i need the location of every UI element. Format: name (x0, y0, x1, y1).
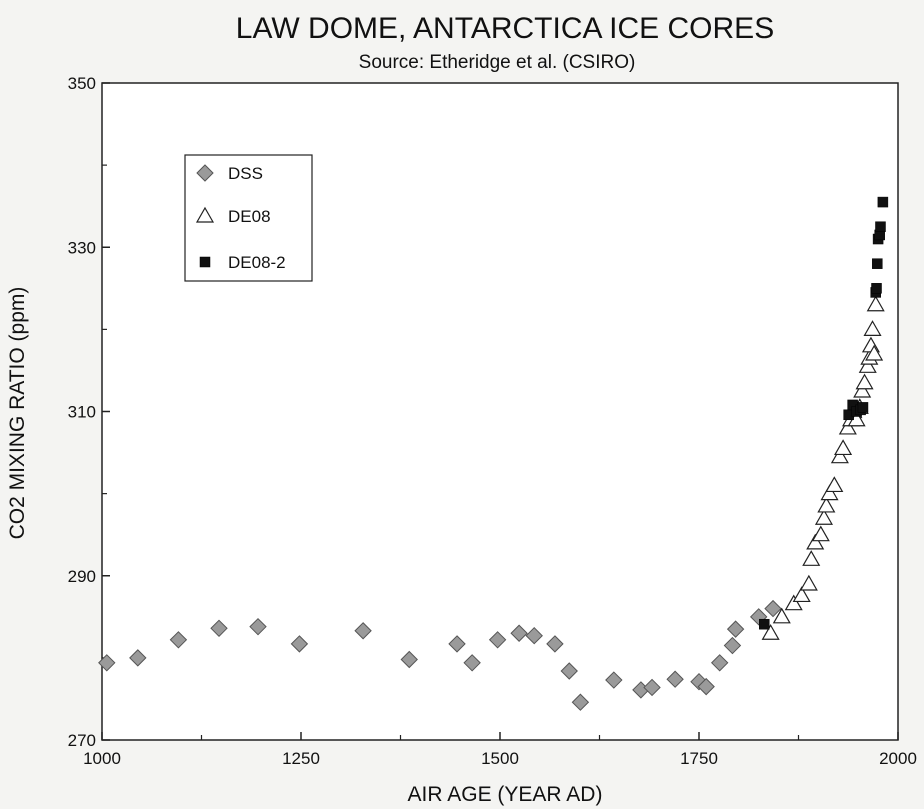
x-tick-label: 1500 (481, 749, 519, 768)
axis-ticks: 1000 1250 1500 1750 2000 270 290 310 330 350 (68, 74, 917, 768)
data-point-de08-2 (875, 221, 886, 232)
data-point-de08 (866, 295, 885, 312)
data-point-de08-2 (857, 402, 869, 413)
y-tick-label: 270 (68, 731, 96, 750)
data-point-de08 (814, 509, 834, 525)
data-point-dss (98, 654, 116, 672)
y-tick-label: 290 (68, 567, 96, 586)
data-point-dss (571, 693, 590, 711)
data-point-de08 (817, 496, 836, 513)
data-point-dss (643, 678, 661, 697)
y-tick-label: 310 (68, 403, 96, 422)
data-point-dss (463, 654, 481, 672)
data-point-de08 (830, 447, 849, 464)
data-point-de08 (784, 594, 803, 611)
data-point-de08 (799, 574, 818, 591)
data-point-dss (448, 635, 466, 653)
data-point-dss (605, 671, 623, 689)
data-point-dss (710, 654, 729, 672)
x-tick-label: 2000 (879, 749, 917, 768)
data-point-de08 (802, 550, 821, 566)
data-point-dss (546, 635, 564, 653)
data-point-de08 (834, 439, 853, 456)
data-point-de08 (853, 381, 872, 398)
legend-marker-de08 (195, 206, 215, 223)
data-point-de08-2 (877, 196, 889, 208)
data-point-de08-2 (872, 258, 883, 269)
data-point-de08 (865, 344, 884, 361)
legend-marker-dss (196, 164, 214, 182)
y-tick-label: 350 (68, 74, 96, 93)
data-point-de08 (761, 624, 780, 640)
data-point-de08 (772, 607, 791, 624)
x-tick-label: 1750 (680, 749, 718, 768)
data-point-dss (400, 650, 418, 669)
data-point-dss (723, 636, 742, 655)
data-point-dss (169, 631, 188, 649)
data-point-dss (354, 622, 372, 640)
x-axis-label: AIR AGE (YEAR AD) (408, 783, 603, 806)
data-point-dss (129, 649, 147, 667)
data-point-de08 (858, 357, 877, 373)
y-tick-label: 330 (68, 238, 96, 257)
chart-subtitle: Source: Etheridge et al. (CSIRO) (359, 52, 636, 73)
chart-title: LAW DOME, ANTARCTICA ICE CORES (236, 12, 774, 45)
data-point-de08 (792, 586, 811, 603)
legend: DSS DE08 DE08-2 (184, 154, 313, 282)
data-point-de08 (806, 533, 825, 550)
data-point-de08-2 (871, 283, 882, 294)
data-point-de08 (811, 525, 830, 542)
x-tick-label: 1000 (83, 749, 121, 768)
data-point-dss (210, 619, 228, 638)
data-point-de08 (855, 373, 874, 390)
data-point-de08-2 (759, 618, 770, 630)
data-point-de08 (863, 320, 882, 336)
data-point-dss (488, 631, 507, 649)
data-point-de08 (825, 476, 844, 493)
data-point-dss (697, 677, 715, 696)
legend-label-de08-2: DE08-2 (228, 253, 286, 272)
data-point-dss (290, 635, 309, 653)
legend-label-dss: DSS (228, 164, 263, 183)
legend-marker-de08-2 (199, 256, 211, 268)
legend-label-de08: DE08 (228, 207, 271, 226)
data-point-dss (666, 670, 684, 688)
series-de08-2 (759, 196, 889, 630)
data-point-dss (249, 617, 267, 636)
data-point-dss (726, 620, 745, 638)
data-point-dss (510, 624, 528, 642)
data-point-dss (525, 626, 543, 645)
y-axis-label: CO2 MIXING RATIO (ppm) (6, 287, 29, 540)
data-points (98, 196, 889, 711)
x-tick-label: 1250 (282, 749, 320, 768)
data-point-dss (560, 662, 578, 680)
data-point-de08 (820, 484, 839, 501)
series-dss (98, 599, 782, 711)
data-point-de08 (838, 418, 857, 435)
data-point-dss (764, 599, 782, 618)
